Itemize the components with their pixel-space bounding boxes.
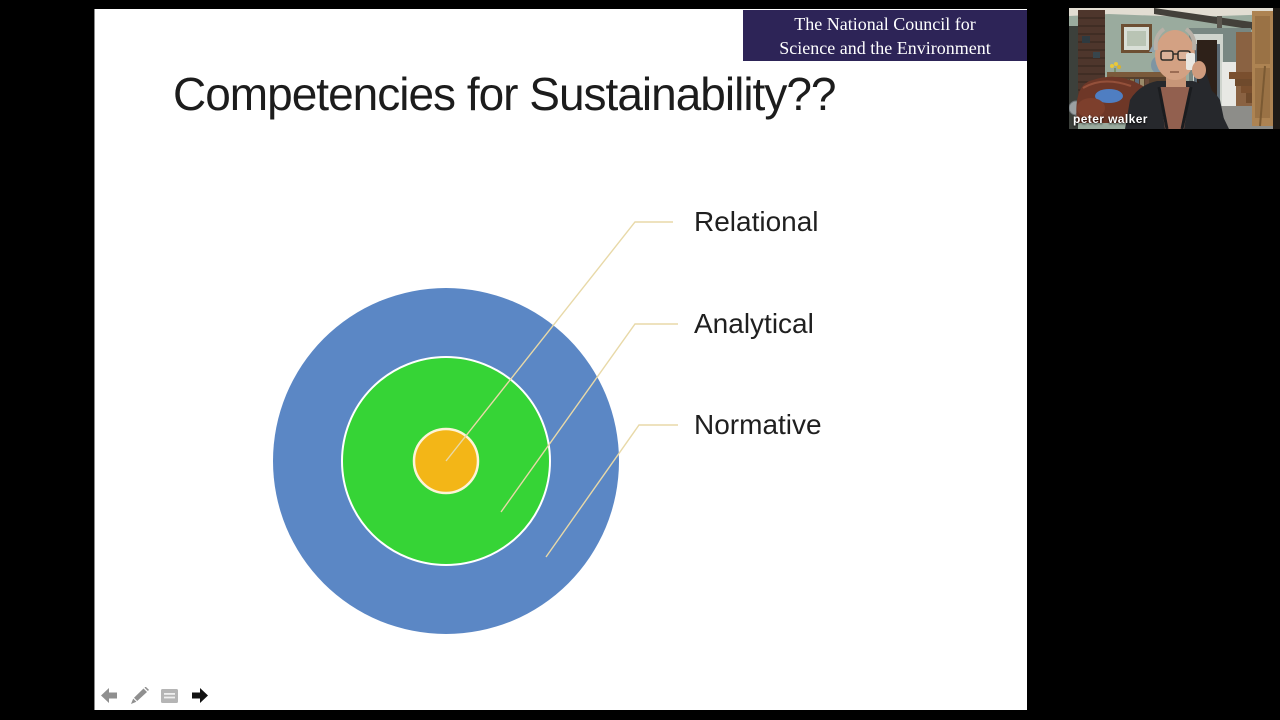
webcam-tile[interactable]: peter walker — [1069, 8, 1280, 129]
flower-bouquet — [1110, 62, 1121, 74]
banner-line1: The National Council for — [794, 14, 976, 34]
picture-frame — [1121, 24, 1152, 53]
webcam-video-frame — [1069, 8, 1280, 129]
refrigerator — [1222, 62, 1236, 106]
presenter-figure — [1125, 27, 1229, 129]
slide-title: Competencies for Sustainability?? — [173, 68, 836, 120]
wooden-door — [1252, 11, 1273, 126]
ncse-banner: The National Council for Science and the… — [743, 10, 1027, 61]
next-slide-button[interactable] — [189, 686, 210, 705]
leader-line-analytical — [500, 323, 678, 513]
leader-line-normative — [545, 424, 678, 558]
pencil-icon — [130, 686, 149, 704]
leader-line-relational — [445, 221, 673, 462]
arrow-left-icon — [101, 688, 117, 703]
glasses-icon — [1160, 50, 1174, 61]
previous-slide-button[interactable] — [99, 686, 120, 705]
presenter-toolbar — [99, 686, 210, 705]
banner-line2: Science and the Environment — [779, 38, 991, 58]
participant-name-label: peter walker — [1073, 112, 1148, 126]
comment-box-icon — [161, 688, 178, 703]
diagram-label-relational: Relational — [694, 206, 819, 237]
diagram-label-analytical: Analytical — [694, 308, 814, 339]
diagram-label-normative: Normative — [694, 409, 822, 440]
pen-tool-button[interactable] — [129, 686, 150, 705]
arrow-right-icon — [192, 688, 208, 703]
slide-menu-button[interactable] — [159, 686, 180, 705]
competency-circles-diagram — [273, 221, 678, 634]
presentation-slide: The National Council for Science and the… — [94, 9, 1027, 710]
staircase — [1229, 72, 1256, 103]
